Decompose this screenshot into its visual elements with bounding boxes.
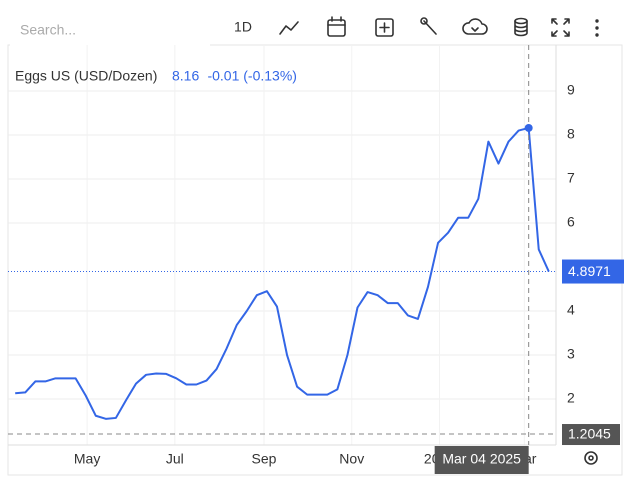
settings-icon[interactable] [584,451,598,465]
last-price-label: 4.8971 [568,263,611,279]
x-tick-label: Nov [339,451,364,467]
toolbar: Search... 1D [10,14,599,46]
search-box[interactable] [10,14,210,46]
crosshair-y-tag [562,424,620,446]
menu-icon[interactable] [595,19,599,37]
add-icon[interactable] [375,18,394,37]
x-tick-label: May [74,451,100,467]
y-tick-label: 4 [567,302,575,318]
crosshair-x-label: Mar 04 2025 [442,451,521,467]
y-tick-label: 9 [567,82,575,98]
plot-area [8,45,557,446]
legend-title: Eggs US (USD/Dozen) [15,68,157,84]
data-icon[interactable] [514,17,528,37]
y-tick-label: 2 [567,390,575,406]
x-tick-label: Sep [252,451,277,467]
y-tick-label: 3 [567,346,575,362]
search-placeholder: Search... [20,22,76,38]
y-tick-label: 7 [567,170,575,186]
chart-type-icon[interactable] [279,21,299,35]
cloud-download-icon[interactable] [462,18,488,35]
last-price-tag [562,259,624,284]
y-tick-label: 6 [567,214,575,230]
x-tick-label: Jul [166,451,184,467]
crosshair-x-tag [434,446,529,474]
fullscreen-icon[interactable] [551,18,570,37]
legend-value: 8.16 [172,68,199,84]
crosshair-point [524,123,533,132]
price-line [15,126,550,420]
chart-frame [7,44,623,476]
interval-button[interactable]: 1D [234,19,252,35]
legend-change: -0.01 (-0.13%) [207,68,296,84]
tools-icon[interactable] [420,17,437,35]
y-tick-label: 8 [567,126,575,142]
crosshair-y-label: 1.2045 [568,426,611,442]
calendar-icon[interactable] [327,16,346,37]
